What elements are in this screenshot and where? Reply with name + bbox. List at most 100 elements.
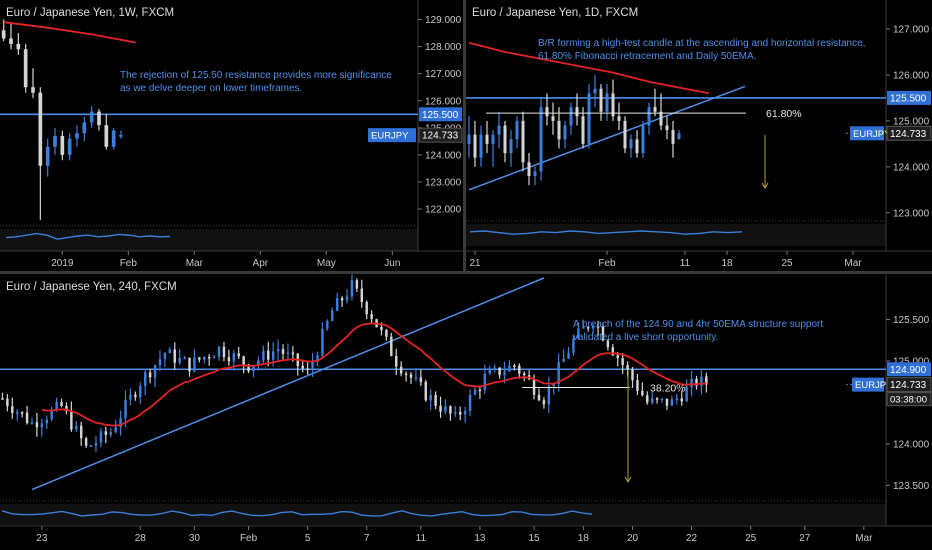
- candle: [586, 327, 590, 329]
- fibonacci-label: 61.80%: [766, 108, 802, 120]
- candle: [252, 365, 255, 372]
- candle: [15, 412, 19, 414]
- candle: [53, 135, 57, 147]
- candle: [67, 138, 72, 155]
- weekly-chart-panel[interactable]: 129.000128.000127.000126.000125.000124.0…: [0, 0, 463, 271]
- chart-title: Euro / Japanese Yen, 240, FXCM: [6, 281, 177, 293]
- panel-divider[interactable]: [463, 0, 466, 271]
- candle: [60, 402, 63, 406]
- candle: [497, 125, 501, 135]
- candle: [129, 394, 132, 400]
- candle: [646, 395, 649, 403]
- candle: [473, 389, 477, 395]
- x-tick-label: 11: [680, 258, 691, 269]
- candle: [503, 125, 507, 154]
- candle: [335, 298, 339, 311]
- arrow-head: [761, 182, 769, 189]
- candle: [521, 120, 525, 163]
- symbol-badge: [368, 128, 416, 143]
- candle: [641, 390, 644, 396]
- x-tick-label: 5: [305, 533, 311, 544]
- candle: [188, 357, 191, 372]
- candle: [60, 135, 65, 155]
- symbol-badge: [850, 126, 884, 141]
- candle: [621, 358, 624, 366]
- candle: [286, 352, 290, 355]
- ema-line: [3, 21, 136, 44]
- candle: [547, 386, 551, 405]
- candle: [483, 373, 487, 390]
- candle: [509, 139, 513, 154]
- weekly-chart[interactable]: 129.000128.000127.000126.000125.000124.0…: [0, 0, 463, 271]
- y-tick-label: 125.500: [893, 315, 930, 326]
- annotation-text: 61.80% Fibonacci retracement and Daily 5…: [538, 51, 756, 62]
- candle: [522, 373, 526, 376]
- candle: [163, 353, 167, 360]
- y-tick-label: 127.000: [893, 24, 930, 35]
- candle: [705, 376, 708, 385]
- countdown-label: 03:38:00: [890, 395, 927, 406]
- candle: [207, 356, 211, 359]
- countdown-badge: [886, 392, 932, 407]
- x-tick-label: 18: [578, 533, 590, 544]
- candle: [350, 280, 354, 297]
- candle: [316, 355, 319, 362]
- candle: [478, 389, 482, 392]
- candle: [153, 365, 157, 378]
- candle: [527, 162, 531, 177]
- candle: [429, 394, 432, 401]
- candle: [498, 367, 501, 376]
- four-hour-chart-panel[interactable]: 125.500125.000124.500124.000123.50023283…: [0, 274, 932, 550]
- candle: [262, 350, 265, 361]
- candle: [611, 93, 615, 117]
- candle: [119, 418, 122, 428]
- candle: [84, 438, 88, 446]
- daily-chart-panel[interactable]: 127.000 126.000 125.000 124.000 123.000 21 Feb…: [466, 0, 932, 271]
- four-hour-chart[interactable]: 125.500125.000124.500124.000123.50023283…: [0, 274, 932, 550]
- candle: [605, 93, 609, 112]
- candle: [65, 405, 68, 411]
- candle: [616, 355, 619, 359]
- candle: [665, 125, 669, 131]
- x-tick-label: 13: [474, 533, 486, 544]
- candle: [193, 357, 196, 372]
- candle: [291, 352, 295, 355]
- candle: [45, 146, 50, 166]
- x-tick-label: 21: [469, 258, 481, 269]
- symbol-badge: [852, 377, 884, 392]
- candle: [178, 357, 181, 363]
- x-tick-label: 15: [528, 533, 540, 544]
- candle: [439, 405, 442, 412]
- panel-divider[interactable]: [0, 271, 932, 274]
- candle: [82, 122, 87, 134]
- y-tick-label: 122.000: [425, 205, 462, 216]
- candle: [227, 357, 231, 362]
- candle: [212, 356, 216, 359]
- candle: [572, 338, 575, 353]
- candle: [395, 355, 398, 367]
- resistance-badge: [887, 90, 931, 105]
- y-tick-label: 126.000: [893, 70, 930, 81]
- candle: [488, 370, 491, 374]
- x-tick-label: 27: [799, 533, 811, 544]
- annotation-text: The rejection of 125.50 resistance provi…: [120, 70, 392, 81]
- candle: [267, 350, 270, 360]
- candle: [148, 372, 152, 378]
- candle: [567, 352, 570, 359]
- oscillator-line: [5, 232, 171, 240]
- candle: [493, 367, 496, 371]
- candle: [641, 125, 645, 154]
- x-tick-label: 30: [189, 533, 201, 544]
- candle: [419, 377, 423, 382]
- resistance-badge: [419, 107, 462, 122]
- candle: [575, 107, 579, 117]
- candle: [1, 30, 6, 39]
- y-tick-label: 124.000: [425, 150, 462, 161]
- daily-chart[interactable]: 127.000 126.000 125.000 124.000 123.000 21 Feb…: [466, 0, 932, 271]
- candle: [70, 410, 73, 430]
- y-tick-label: 124.000: [893, 439, 930, 450]
- y-tick-label: 123.000: [425, 177, 462, 188]
- candle: [399, 366, 403, 374]
- candle: [11, 406, 14, 413]
- oscillator-pane: [466, 224, 886, 246]
